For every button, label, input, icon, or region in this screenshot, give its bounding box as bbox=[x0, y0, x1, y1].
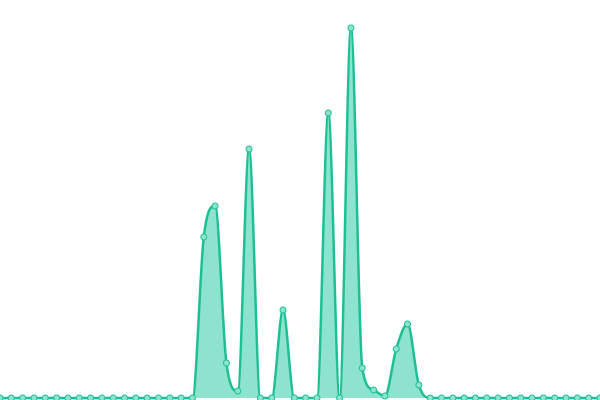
data-point bbox=[0, 394, 4, 400]
data-point bbox=[347, 24, 355, 32]
data-point bbox=[234, 387, 242, 395]
data-point bbox=[358, 364, 366, 372]
data-point bbox=[336, 394, 344, 400]
data-point bbox=[324, 109, 332, 117]
data-point bbox=[7, 394, 15, 400]
data-point bbox=[585, 394, 593, 400]
data-point bbox=[596, 394, 600, 400]
data-point bbox=[268, 394, 276, 400]
area-fill bbox=[0, 28, 600, 398]
data-point bbox=[87, 394, 95, 400]
data-point bbox=[53, 394, 61, 400]
data-point bbox=[200, 233, 208, 241]
data-point bbox=[562, 394, 570, 400]
data-point bbox=[177, 394, 185, 400]
data-point bbox=[143, 394, 151, 400]
data-point bbox=[211, 202, 219, 210]
data-point bbox=[426, 394, 434, 400]
data-point bbox=[256, 394, 264, 400]
data-point bbox=[109, 394, 117, 400]
data-point bbox=[166, 394, 174, 400]
area-line bbox=[0, 26, 600, 400]
data-point bbox=[438, 394, 446, 400]
data-point bbox=[404, 320, 412, 328]
data-point bbox=[302, 394, 310, 400]
data-point bbox=[98, 394, 106, 400]
data-point bbox=[245, 145, 253, 153]
data-point bbox=[415, 381, 423, 389]
data-point bbox=[381, 392, 389, 400]
data-point bbox=[313, 394, 321, 400]
data-point bbox=[392, 345, 400, 353]
data-point bbox=[188, 394, 196, 400]
data-point bbox=[279, 306, 287, 314]
data-point bbox=[505, 394, 513, 400]
data-point bbox=[222, 359, 230, 367]
data-point bbox=[483, 394, 491, 400]
data-point bbox=[573, 394, 581, 400]
data-point bbox=[132, 394, 140, 400]
data-point bbox=[551, 394, 559, 400]
data-point bbox=[41, 394, 49, 400]
data-point bbox=[471, 394, 479, 400]
data-point bbox=[154, 394, 162, 400]
data-point bbox=[370, 386, 378, 394]
data-point bbox=[528, 394, 536, 400]
data-point bbox=[290, 394, 298, 400]
data-point bbox=[539, 394, 547, 400]
data-point bbox=[517, 394, 525, 400]
data-point bbox=[449, 394, 457, 400]
data-point bbox=[460, 394, 468, 400]
data-point bbox=[75, 394, 83, 400]
data-point bbox=[30, 394, 38, 400]
data-point bbox=[494, 394, 502, 400]
data-point bbox=[121, 394, 129, 400]
data-point bbox=[64, 394, 72, 400]
data-point bbox=[19, 394, 27, 400]
